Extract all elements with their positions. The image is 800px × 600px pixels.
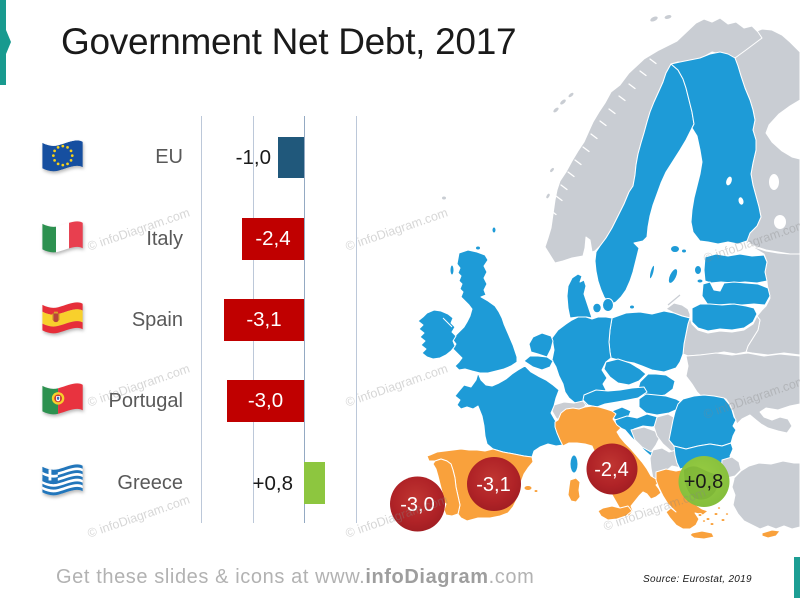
svg-text:+0,8: +0,8 [684, 471, 723, 493]
svg-text:-2,4: -2,4 [594, 459, 628, 481]
svg-text:-3,0: -3,0 [400, 494, 434, 516]
svg-text:-3,1: -3,1 [476, 474, 510, 496]
